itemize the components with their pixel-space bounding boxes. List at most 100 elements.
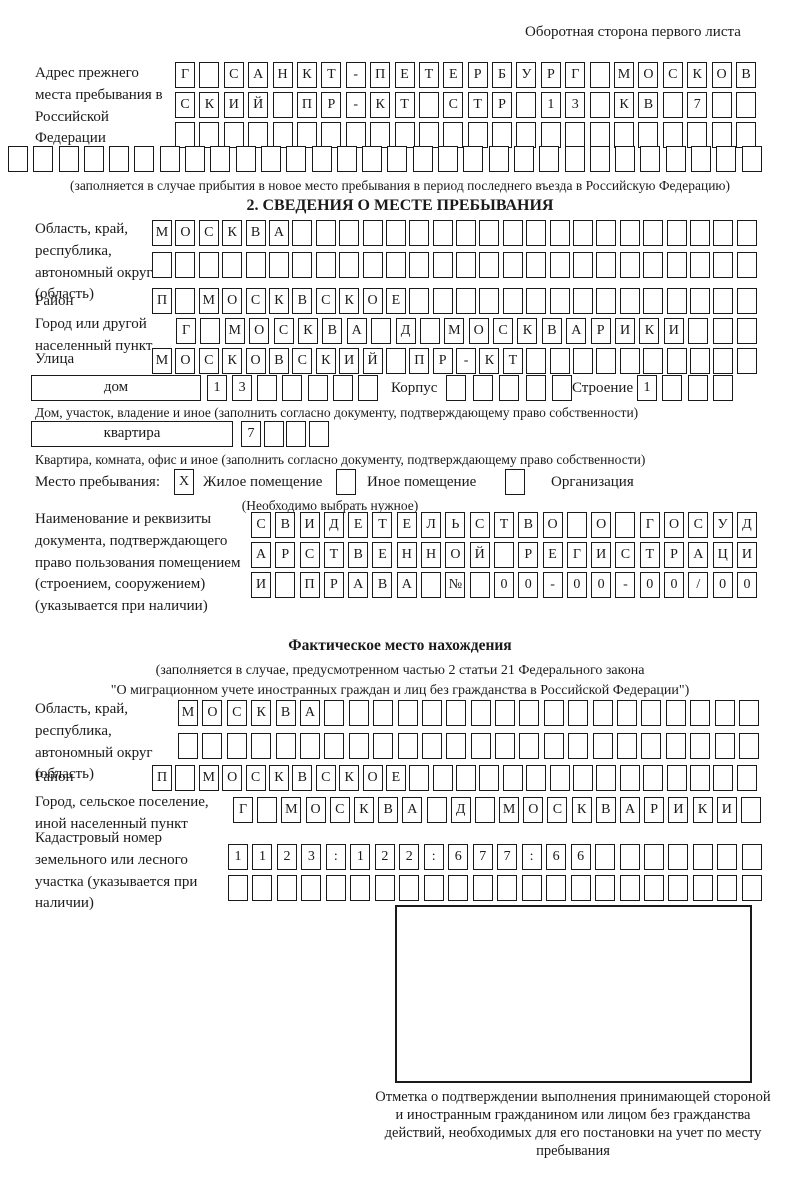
char-cell[interactable]: 1 xyxy=(540,92,561,118)
char-cell[interactable] xyxy=(713,348,734,374)
char-cell[interactable] xyxy=(570,875,591,901)
char-cell[interactable] xyxy=(336,146,357,172)
char-cell[interactable] xyxy=(493,542,514,568)
stay-type-checkbox-residential[interactable]: X xyxy=(174,469,194,495)
char-cell[interactable] xyxy=(175,122,195,148)
char-cell[interactable]: 1 xyxy=(637,375,657,401)
char-cell[interactable] xyxy=(665,146,686,172)
char-cell[interactable] xyxy=(619,875,640,901)
char-cell[interactable]: Й xyxy=(469,542,490,568)
char-cell[interactable]: В xyxy=(275,512,296,538)
char-cell[interactable]: В xyxy=(541,318,562,344)
char-cell[interactable]: Т xyxy=(639,542,660,568)
char-cell[interactable]: А xyxy=(346,318,367,344)
char-cell[interactable]: А xyxy=(402,797,423,823)
char-cell[interactable] xyxy=(641,733,662,759)
char-cell[interactable] xyxy=(456,765,477,791)
char-cell[interactable]: 7 xyxy=(687,92,708,118)
char-cell[interactable] xyxy=(175,252,196,278)
char-cell[interactable]: Е xyxy=(372,542,393,568)
char-cell[interactable] xyxy=(617,700,638,726)
char-cell[interactable]: 0 xyxy=(736,572,757,598)
char-cell[interactable] xyxy=(324,733,345,759)
char-cell[interactable] xyxy=(275,733,296,759)
char-cell[interactable]: С xyxy=(547,797,568,823)
char-cell[interactable]: С xyxy=(292,348,313,374)
char-cell[interactable] xyxy=(689,252,710,278)
char-cell[interactable]: С xyxy=(662,62,683,88)
char-cell[interactable]: Г xyxy=(176,318,196,344)
char-cell[interactable] xyxy=(589,62,610,88)
char-cell[interactable] xyxy=(223,122,244,148)
char-cell[interactable] xyxy=(245,252,266,278)
char-cell[interactable]: 3 xyxy=(565,92,586,118)
char-cell[interactable]: Т xyxy=(493,512,514,538)
char-cell[interactable] xyxy=(348,733,369,759)
char-cell[interactable]: М xyxy=(178,700,198,726)
char-cell[interactable] xyxy=(619,220,640,246)
char-cell[interactable] xyxy=(479,765,500,791)
char-cell[interactable]: И xyxy=(591,542,612,568)
char-cell[interactable]: Е xyxy=(348,512,369,538)
char-cell[interactable]: С xyxy=(198,220,219,246)
char-cell[interactable]: В xyxy=(735,62,756,88)
char-cell[interactable]: С xyxy=(443,92,464,118)
char-cell[interactable] xyxy=(370,122,391,148)
char-cell[interactable]: М xyxy=(198,765,219,791)
char-cell[interactable]: С xyxy=(688,512,709,538)
char-cell[interactable] xyxy=(516,92,537,118)
char-cell[interactable]: О xyxy=(523,797,544,823)
char-cell[interactable]: Р xyxy=(432,348,453,374)
char-cell[interactable]: Е xyxy=(385,765,406,791)
char-cell[interactable]: Г xyxy=(565,62,586,88)
char-cell[interactable] xyxy=(619,288,640,314)
char-cell[interactable]: К xyxy=(268,765,289,791)
char-cell[interactable] xyxy=(539,146,560,172)
char-cell[interactable] xyxy=(596,765,617,791)
char-cell[interactable] xyxy=(332,375,353,401)
char-cell[interactable] xyxy=(735,92,756,118)
char-cell[interactable] xyxy=(502,252,523,278)
char-cell[interactable] xyxy=(275,572,296,598)
char-cell[interactable] xyxy=(272,92,293,118)
char-cell[interactable] xyxy=(549,288,570,314)
char-cell[interactable]: С xyxy=(329,797,350,823)
char-cell[interactable]: 7 xyxy=(241,421,261,447)
char-cell[interactable] xyxy=(573,252,594,278)
char-cell[interactable] xyxy=(348,700,369,726)
char-cell[interactable] xyxy=(643,252,664,278)
char-cell[interactable]: Б xyxy=(492,62,513,88)
char-cell[interactable] xyxy=(339,220,360,246)
char-cell[interactable] xyxy=(399,875,420,901)
char-cell[interactable] xyxy=(526,220,547,246)
char-cell[interactable]: М xyxy=(198,288,219,314)
char-cell[interactable] xyxy=(543,700,564,726)
char-cell[interactable] xyxy=(525,375,546,401)
apartment-type-box[interactable]: квартира xyxy=(31,421,233,447)
char-cell[interactable] xyxy=(58,146,79,172)
char-cell[interactable]: О xyxy=(175,220,196,246)
char-cell[interactable] xyxy=(159,146,180,172)
char-cell[interactable]: Е xyxy=(396,512,417,538)
char-cell[interactable] xyxy=(619,348,640,374)
char-cell[interactable] xyxy=(248,122,269,148)
char-cell[interactable]: П xyxy=(296,92,317,118)
char-cell[interactable] xyxy=(409,252,430,278)
char-cell[interactable]: К xyxy=(639,318,660,344)
char-cell[interactable]: Д xyxy=(395,318,416,344)
char-cell[interactable]: Р xyxy=(644,797,665,823)
char-cell[interactable] xyxy=(463,146,484,172)
char-cell[interactable]: К xyxy=(517,318,538,344)
char-cell[interactable] xyxy=(470,700,491,726)
char-cell[interactable] xyxy=(336,469,356,495)
char-cell[interactable]: - xyxy=(345,92,366,118)
char-cell[interactable] xyxy=(296,122,317,148)
char-cell[interactable]: В xyxy=(322,318,343,344)
char-cell[interactable] xyxy=(521,875,542,901)
char-cell[interactable] xyxy=(689,220,710,246)
char-cell[interactable]: : xyxy=(325,844,346,870)
char-cell[interactable] xyxy=(199,122,220,148)
char-cell[interactable] xyxy=(565,122,586,148)
char-cell[interactable]: М xyxy=(152,220,172,246)
char-cell[interactable] xyxy=(615,146,636,172)
